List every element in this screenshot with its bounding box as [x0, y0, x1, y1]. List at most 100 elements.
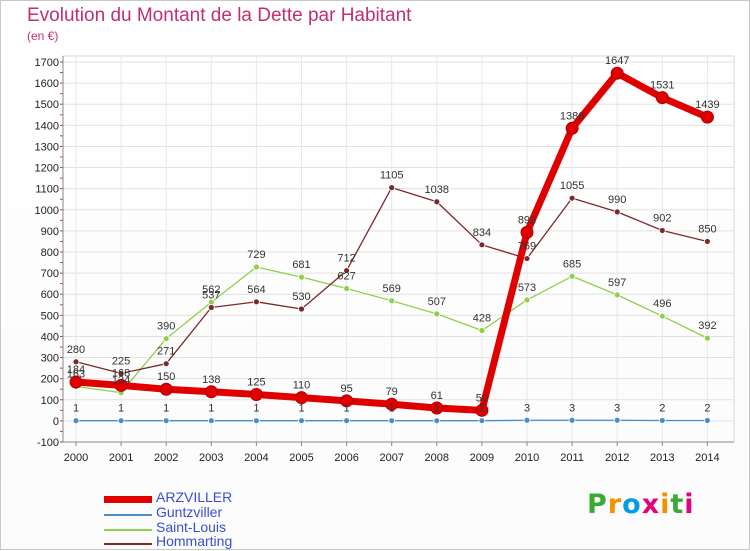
x-tick-label: 2011: [560, 452, 584, 464]
data-label-hommarting: 280: [67, 344, 85, 356]
data-label-hommarting: 990: [608, 194, 626, 206]
legend-swatch-arzviller: [104, 496, 152, 503]
data-label-guntzviller: 1: [344, 403, 350, 415]
x-tick-label: 2008: [425, 452, 449, 464]
data-label-hommarting: 1105: [380, 170, 404, 182]
x-tick-label: 2007: [379, 452, 403, 464]
data-point-guntzviller: [163, 418, 169, 424]
data-label-saint-louis: 163: [67, 368, 85, 380]
data-point-saint-louis: [434, 311, 440, 317]
data-label-arzviller: 95: [340, 383, 352, 395]
data-label-saint-louis: 496: [653, 298, 671, 310]
data-label-hommarting: 834: [473, 227, 491, 239]
data-label-guntzviller: 3: [569, 402, 575, 414]
y-tick-label: 0: [53, 416, 59, 428]
data-point-guntzviller: [659, 417, 665, 423]
data-label-hommarting: 271: [157, 346, 175, 358]
x-tick-label: 2009: [470, 452, 494, 464]
data-point-guntzviller: [299, 418, 305, 424]
data-label-arzviller: 1531: [650, 80, 674, 92]
y-tick-label: 200: [41, 374, 59, 386]
data-point-guntzviller: [614, 417, 620, 423]
x-tick-label: 2004: [244, 452, 268, 464]
data-label-guntzviller: 1: [434, 403, 440, 415]
y-tick-label: 1500: [35, 99, 59, 111]
data-label-guntzviller: 1: [118, 403, 124, 415]
data-point-hommarting: [389, 185, 395, 191]
data-point-arzviller: [250, 389, 262, 401]
data-point-saint-louis: [479, 328, 485, 334]
y-tick-label: 100: [41, 395, 59, 407]
legend-swatch-hommarting: [104, 543, 152, 545]
data-point-arzviller: [656, 92, 668, 104]
data-label-arzviller: 1647: [605, 55, 629, 67]
data-point-saint-louis: [344, 286, 350, 292]
data-point-saint-louis: [253, 264, 259, 270]
data-point-guntzviller: [389, 418, 395, 424]
data-point-guntzviller: [208, 418, 214, 424]
data-point-guntzviller: [704, 417, 710, 423]
x-tick-label: 2006: [334, 452, 358, 464]
data-point-guntzviller: [434, 418, 440, 424]
y-tick-label: 700: [41, 268, 59, 280]
y-tick-label: 800: [41, 247, 59, 259]
data-label-guntzviller: 2: [704, 402, 710, 414]
data-point-guntzviller: [479, 418, 485, 424]
data-label-arzviller: 1439: [695, 99, 719, 111]
data-label-arzviller: 138: [202, 374, 220, 386]
data-label-hommarting: 902: [653, 212, 671, 224]
data-label-arzviller: 79: [386, 386, 398, 398]
data-point-hommarting: [208, 305, 214, 311]
x-tick-label: 2002: [154, 452, 178, 464]
x-tick-label: 2001: [109, 452, 133, 464]
data-label-saint-louis: 729: [247, 249, 265, 261]
data-label-arzviller: 150: [157, 371, 175, 383]
data-label-saint-louis: 390: [157, 321, 175, 333]
data-label-hommarting: 712: [337, 253, 355, 265]
y-tick-label: 300: [41, 353, 59, 365]
data-point-hommarting: [569, 195, 575, 201]
data-label-saint-louis: 681: [292, 259, 310, 271]
data-point-saint-louis: [524, 297, 530, 303]
data-point-hommarting: [299, 306, 305, 312]
data-point-saint-louis: [704, 335, 710, 341]
y-tick-label: 1400: [35, 120, 59, 132]
data-label-guntzviller: 1: [73, 403, 79, 415]
data-point-hommarting: [524, 256, 530, 262]
data-point-guntzviller: [524, 417, 530, 423]
data-label-hommarting: 769: [518, 241, 536, 253]
data-point-arzviller: [160, 383, 172, 395]
data-point-hommarting: [479, 242, 485, 248]
data-label-guntzviller: 1: [208, 403, 214, 415]
data-label-saint-louis: 627: [337, 271, 355, 283]
data-label-guntzviller: 1: [253, 403, 259, 415]
y-tick-label: 1100: [35, 184, 59, 196]
data-label-hommarting: 537: [202, 290, 220, 302]
x-tick-label: 2003: [199, 452, 223, 464]
data-point-guntzviller: [253, 418, 259, 424]
data-label-saint-louis: 685: [563, 258, 581, 270]
legend-swatch-guntzviller: [104, 514, 152, 516]
data-point-hommarting: [163, 361, 169, 367]
proxiti-logo: Proxiti: [587, 489, 695, 520]
data-label-saint-louis: 392: [698, 320, 716, 332]
data-point-arzviller: [701, 111, 713, 123]
data-label-saint-louis: 569: [383, 283, 401, 295]
data-point-hommarting: [659, 227, 665, 233]
y-tick-label: 600: [41, 289, 59, 301]
data-point-arzviller: [205, 386, 217, 398]
y-tick-label: 1000: [35, 205, 59, 217]
data-label-hommarting: 1055: [560, 180, 584, 192]
data-label-hommarting: 564: [247, 284, 265, 296]
data-point-saint-louis: [163, 336, 169, 342]
data-point-arzviller: [611, 67, 623, 79]
data-label-guntzviller: 1: [163, 403, 169, 415]
y-tick-label: 1300: [35, 141, 59, 153]
y-tick-label: 1200: [35, 163, 59, 175]
data-point-saint-louis: [389, 298, 395, 304]
x-tick-label: 2014: [695, 452, 719, 464]
data-label-hommarting: 225: [112, 355, 130, 367]
data-point-hommarting: [434, 199, 440, 205]
